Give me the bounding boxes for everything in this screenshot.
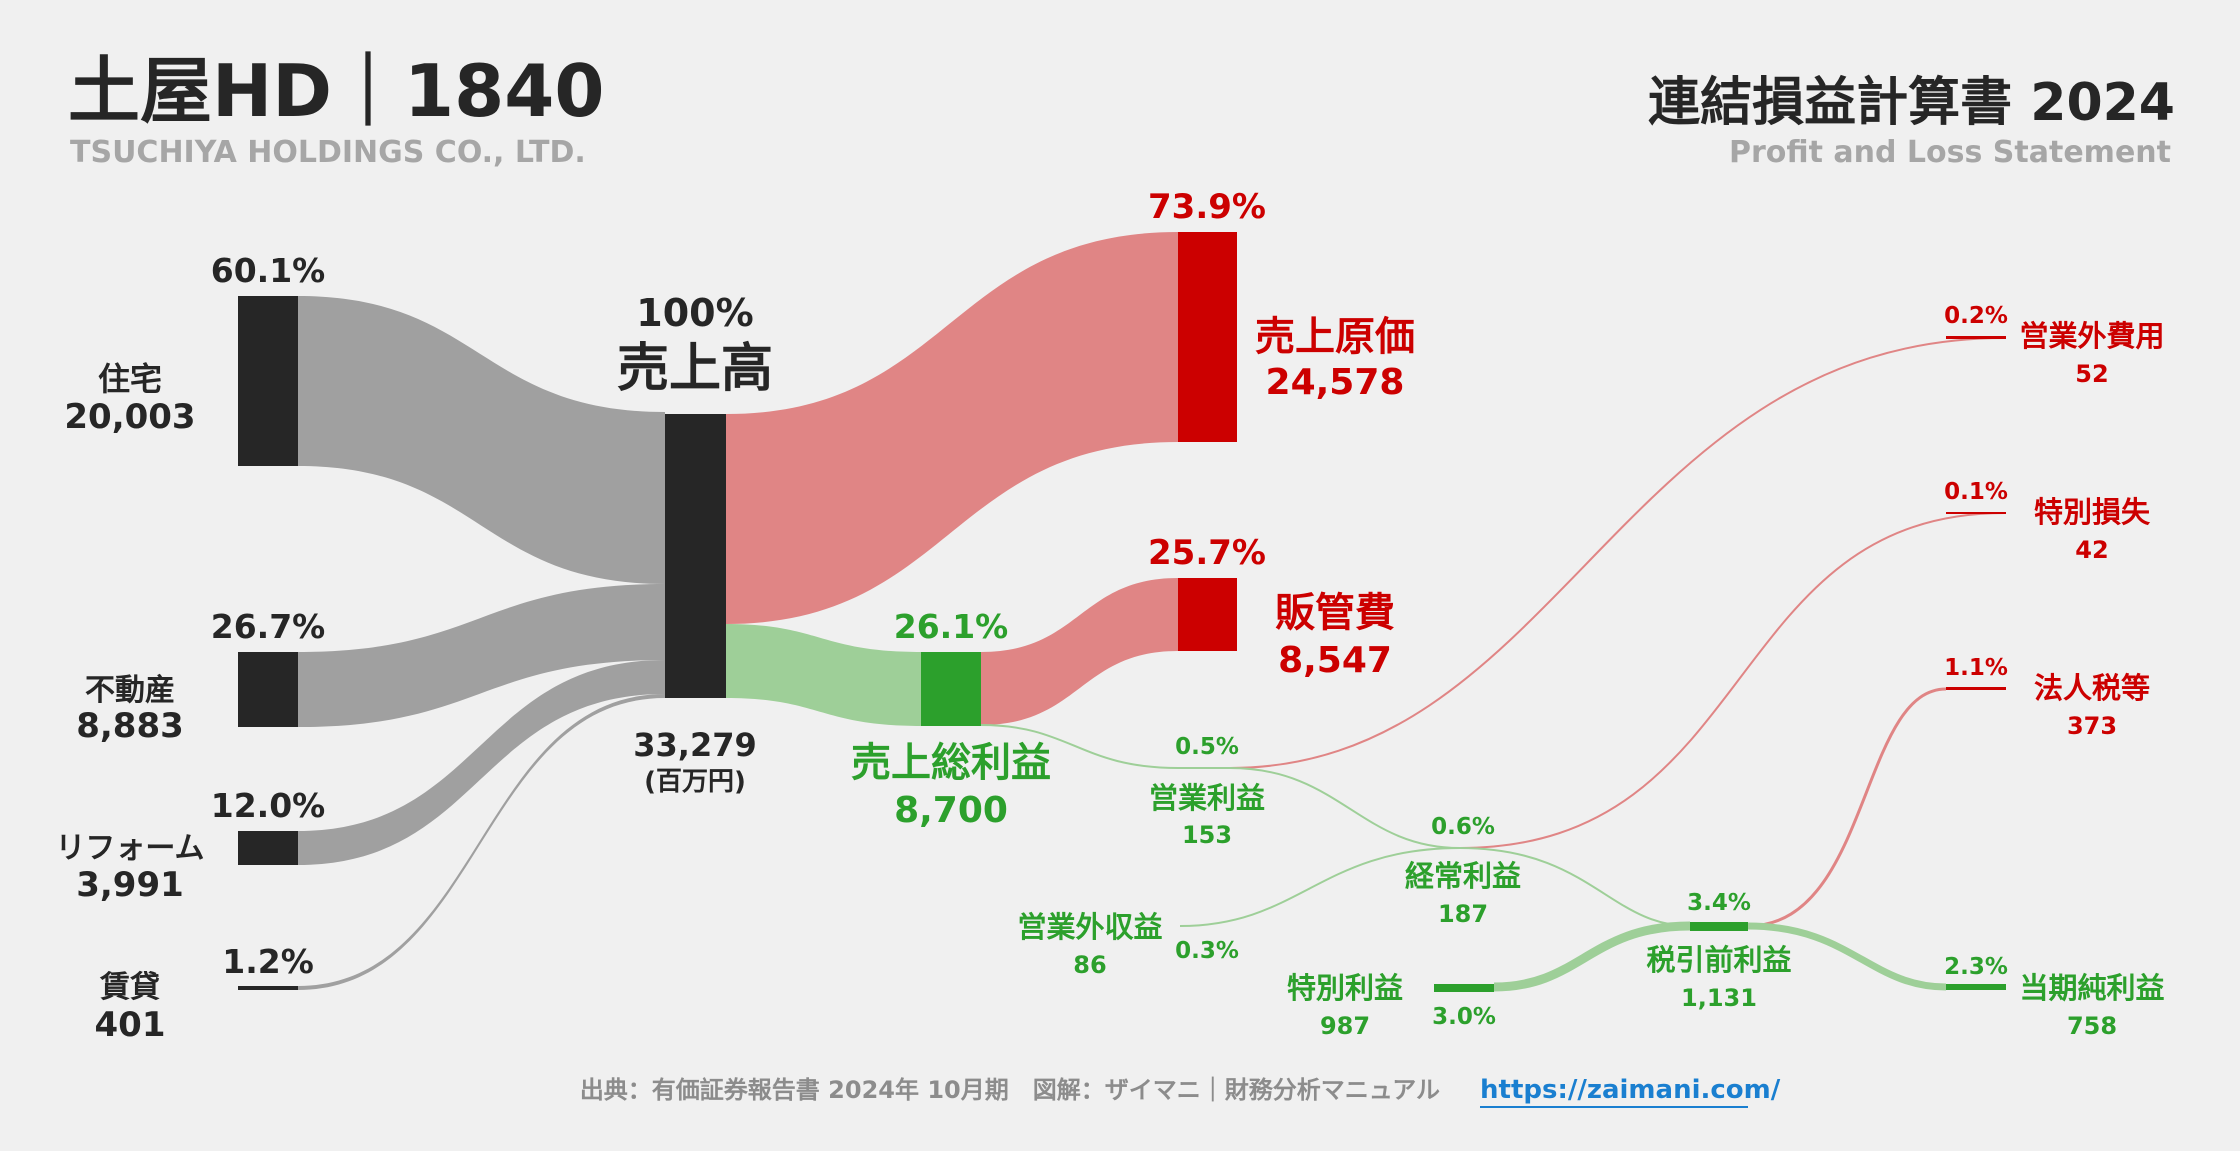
flow-grossprofit-sga [981,578,1178,725]
flow-pretax-tax [1747,687,1947,928]
flow-grossprofit-opincome [980,724,1230,769]
statement-subtitle: Profit and Loss Statement [1729,135,2171,170]
node-bars [238,232,2006,992]
node-revenue [665,414,726,698]
footer-source: 出典：有価証券報告書 2024年 10月期 図解：ザイマニ｜財務分析マニュアル [580,1076,1440,1104]
rental-pct: 1.2% [222,942,314,981]
cogs-label: 売上原価 [1255,314,1415,360]
grossprofit-pct: 26.1% [894,607,1009,646]
company-subtitle: TSUCHIYA HOLDINGS CO., LTD. [70,135,586,170]
pretax-pct: 3.4% [1687,890,1751,916]
footer-url-link[interactable]: https://zaimani.com/ [1480,1075,1781,1105]
node-reform [238,831,298,865]
opincome-label: 営業利益 [1149,781,1265,815]
node-extraloss [1946,512,2006,514]
tax-label: 法人税等 [2034,671,2150,705]
pretax-value: 1,131 [1681,984,1757,1012]
node-netincome [1946,984,2006,990]
extraincome-pct: 3.0% [1432,1004,1496,1030]
opincome-value: 153 [1182,821,1232,849]
housing-pct: 60.1% [211,251,326,290]
opincome-pct: 0.5% [1175,734,1239,760]
revenue-unit: (百万円) [644,767,746,797]
node-realestate [238,652,298,727]
realestate-label: 不動産 [85,673,175,708]
realestate-value: 8,883 [76,706,184,746]
nonopinc-value: 86 [1073,951,1106,979]
company-title: 土屋HD｜1840 [68,49,604,133]
revenue-flows [726,232,1178,726]
ordinary-value: 187 [1438,900,1488,928]
node-cogs [1178,232,1237,442]
revenue-label: 売上高 [617,339,773,399]
flow-nonopinc-ordinary [1179,847,1461,927]
ordinary-label: 経常利益 [1405,859,1521,893]
housing-value: 20,003 [64,397,195,437]
flow-housing-revenue [298,296,665,584]
flow-revenue-cogs [726,232,1178,624]
grossprofit-value: 8,700 [894,790,1008,831]
node-extraincome [1434,984,1494,992]
sga-value: 8,547 [1278,640,1392,681]
reform-label: リフォーム [55,831,204,866]
nonopinc-pct: 0.3% [1175,938,1239,964]
grossprofit-labels: 26.1% 売上総利益 8,700 [851,607,1051,831]
realestate-pct: 26.7% [211,607,326,646]
nonopinc-label: 営業外収益 [1017,910,1162,944]
nonopexp-pct: 0.2% [1944,303,2008,329]
segment-flows [298,296,665,990]
node-housing [238,296,298,466]
cogs-pct: 73.9% [1148,187,1266,227]
extraincome-value: 987 [1320,1012,1370,1040]
node-grossprofit [921,652,981,726]
revenue-pct: 100% [636,291,753,335]
flow-extraincome-pretax [1493,921,1691,992]
middle-labels: 0.5% 営業利益 153 営業外収益 86 0.3% 0.6% 経常利益 18… [1017,734,1791,1040]
flow-rental-revenue [298,694,665,990]
flow-realestate-revenue [298,584,665,727]
flow-reform-revenue [298,660,665,865]
netincome-value: 758 [2067,1012,2117,1040]
node-sga [1178,578,1237,651]
reform-value: 3,991 [76,865,184,905]
extraincome-label: 特別利益 [1287,971,1403,1005]
small-flows [980,337,2006,992]
flow-pretax-netincome [1747,922,1947,991]
statement-title: 連結損益計算書 2024 [1648,73,2175,133]
flow-ordinary-pretax [1459,847,1691,927]
node-rental [238,986,298,990]
cost-labels: 73.9% 売上原価 24,578 25.7% 販管費 8,547 [1148,187,1415,681]
extraloss-pct: 0.1% [1944,479,2008,505]
flow-opincome-nonopexp [1229,337,2006,769]
node-tax [1946,687,2006,690]
right-labels: 0.2% 営業外費用 52 0.1% 特別損失 42 1.1% 法人税等 373… [1944,303,2164,1040]
revenue-labels: 100% 売上高 33,279 (百万円) [617,291,773,797]
cogs-value: 24,578 [1266,362,1405,403]
rental-value: 401 [95,1005,166,1045]
pretax-label: 税引前利益 [1646,943,1791,977]
ordinary-pct: 0.6% [1431,814,1495,840]
nonopexp-value: 52 [2075,360,2108,388]
nonopexp-label: 営業外費用 [2019,319,2164,353]
flow-revenue-grossprofit [726,624,921,726]
flow-opincome-ordinary [1229,767,1461,849]
sga-label: 販管費 [1275,590,1395,636]
tax-pct: 1.1% [1944,655,2008,681]
grossprofit-label: 売上総利益 [851,740,1051,786]
node-nonopexp [1946,336,2006,339]
reform-pct: 12.0% [211,786,326,825]
extraloss-value: 42 [2075,536,2108,564]
segment-labels: 60.1% 住宅 20,003 26.7% 不動産 8,883 12.0% リフ… [55,251,325,1045]
netincome-pct: 2.3% [1944,954,2008,980]
flow-ordinary-extraloss [1459,512,2006,849]
node-pretax [1690,922,1748,931]
rental-label: 賃貸 [99,970,160,1005]
revenue-value: 33,279 [633,726,756,764]
sga-pct: 25.7% [1148,533,1266,573]
tax-value: 373 [2067,712,2117,740]
housing-label: 住宅 [98,360,162,398]
netincome-label: 当期純利益 [2019,971,2164,1005]
extraloss-label: 特別損失 [2034,495,2151,529]
